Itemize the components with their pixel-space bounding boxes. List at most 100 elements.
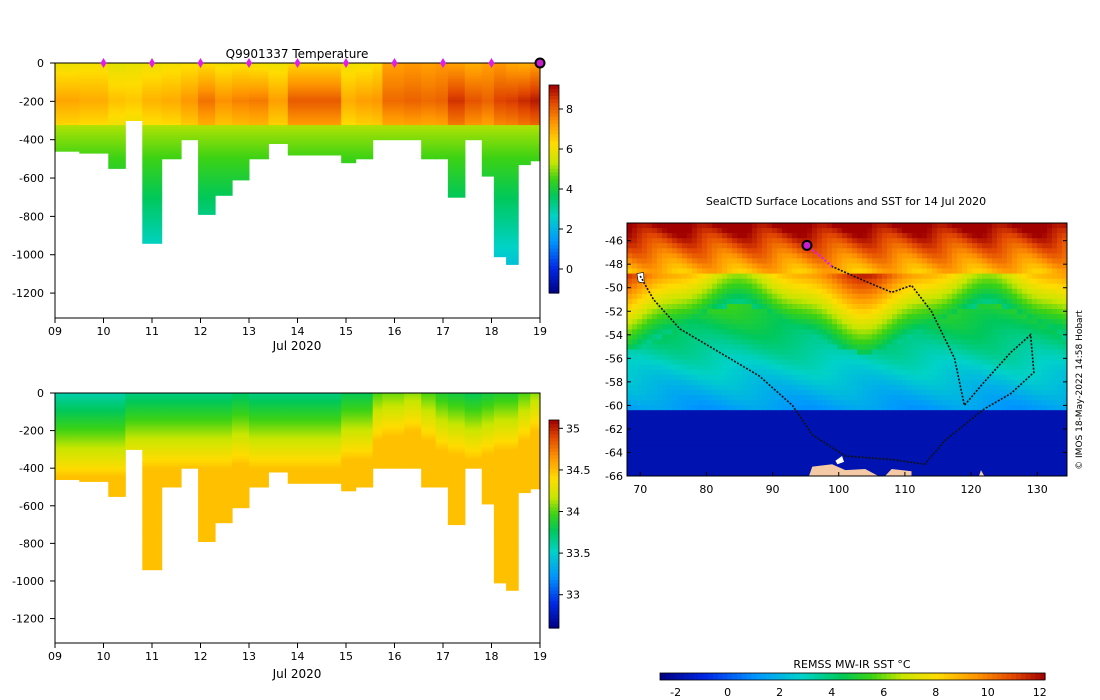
profile-cell [435, 467, 449, 471]
sst-cell [862, 339, 868, 346]
sst-cell [937, 243, 943, 249]
profile-cell [161, 148, 182, 151]
sst-cell [637, 309, 643, 315]
profile-cell [382, 429, 405, 432]
colorbar-segment [549, 216, 559, 221]
profile-cell [181, 422, 199, 426]
profile-cell [341, 420, 357, 423]
sst-cell [787, 314, 793, 320]
profile-cell [161, 444, 182, 448]
profile-cell [493, 171, 507, 174]
profile-cell [493, 242, 507, 246]
sst-cell [992, 334, 998, 340]
profile-cell [372, 132, 383, 135]
profile-cell [287, 63, 342, 66]
sst-cell [987, 263, 993, 270]
profile-cell [108, 74, 126, 78]
sst-cell [862, 228, 868, 234]
profile-cell [215, 141, 233, 144]
sst-cell [1062, 283, 1067, 290]
sst-cell [1017, 309, 1023, 315]
profile-cell [161, 469, 182, 473]
sst-cell [742, 309, 748, 315]
sst-cell [827, 283, 833, 290]
profile-cell [161, 99, 182, 103]
profile-cell [142, 240, 163, 243]
profile-cell [404, 111, 422, 115]
sst-cell [977, 324, 983, 330]
profile-cell [268, 456, 289, 459]
colorbar-segment [549, 244, 559, 249]
profile-column [382, 63, 405, 141]
sst-cell [902, 298, 908, 305]
sst-cell [742, 273, 748, 280]
sst-cell [642, 329, 648, 335]
profile-cell [447, 499, 466, 502]
sst-cell [872, 319, 878, 325]
sst-cell [797, 273, 803, 280]
profile-cell [198, 159, 216, 163]
profile-cell [55, 422, 80, 426]
sst-cell [667, 248, 673, 254]
profile-cell [447, 74, 466, 78]
sst-cell [952, 283, 958, 290]
sst-cell [727, 293, 733, 300]
sst-cell [1017, 243, 1023, 249]
profile-cell [447, 485, 466, 489]
profile-cell [506, 456, 519, 459]
sst-cell [962, 273, 968, 280]
profile-cell [341, 86, 357, 89]
profile-cell [447, 166, 466, 170]
profile-cell [506, 451, 519, 455]
profile-cell [464, 399, 483, 403]
profile-cell [518, 469, 531, 473]
sst-cell [677, 248, 683, 254]
sst-cell [782, 263, 788, 270]
sst-cell [732, 258, 738, 265]
profile-cell [142, 537, 163, 541]
profile-cell [493, 548, 507, 552]
sst-cell [637, 233, 643, 239]
sst-cell [647, 243, 653, 249]
sst-cell [812, 228, 818, 234]
profile-cell [341, 471, 357, 475]
profile-cell [181, 449, 199, 453]
profile-cell [198, 102, 216, 105]
sst-cell [807, 258, 813, 265]
profile-cell [506, 559, 519, 563]
sst-cell [787, 223, 793, 229]
profile-cell [493, 184, 507, 188]
profile-cell [142, 528, 163, 532]
profile-cell [481, 95, 495, 98]
sst-cell [927, 334, 933, 340]
profile-cell [518, 83, 531, 87]
sst-cell [1012, 314, 1018, 320]
profile-cell [268, 393, 289, 396]
sst-cell [812, 263, 818, 270]
sst-cell [902, 248, 908, 254]
profile-cell [530, 417, 541, 421]
sst-cell [747, 248, 753, 254]
sst-cell [837, 228, 843, 234]
profile-cell [268, 83, 289, 87]
sst-cell [1052, 278, 1058, 285]
sst-cell [837, 268, 843, 275]
profile-cell [506, 210, 519, 213]
sst-cell [867, 238, 873, 244]
profile-cell [181, 424, 199, 428]
profile-cell [506, 424, 519, 428]
sst-cell [907, 304, 913, 310]
colorbar-segment [549, 130, 559, 135]
sst-cell [1057, 319, 1063, 325]
profile-cell [125, 65, 143, 69]
sst-cell [707, 309, 713, 315]
sst-cell [727, 329, 733, 335]
profile-cell [249, 453, 269, 457]
profile-cell [198, 212, 216, 215]
profile-cell [481, 503, 495, 505]
x-tick-label: 12 [194, 650, 208, 663]
sst-cell [1027, 233, 1033, 239]
profile-cell [435, 97, 449, 101]
sst-cell [762, 263, 768, 270]
profile-cell [341, 97, 357, 101]
